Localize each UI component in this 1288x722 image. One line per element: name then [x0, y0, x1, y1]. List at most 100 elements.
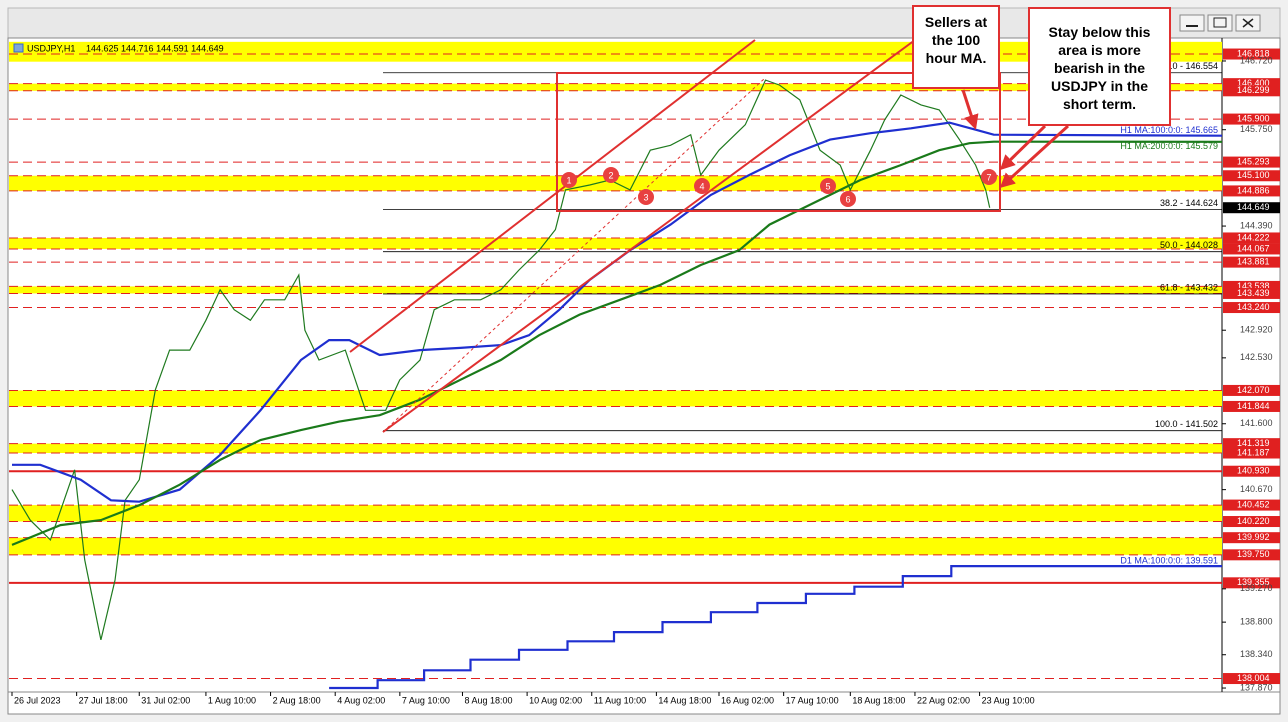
window-controls[interactable]	[1179, 14, 1261, 32]
y-tick-label: 138.800	[1240, 617, 1273, 627]
marker-label: 5	[825, 181, 830, 191]
arrow	[961, 89, 979, 130]
time-axis	[7, 691, 1281, 715]
level-label-bg	[1223, 113, 1280, 125]
level-label-bg	[1223, 516, 1280, 528]
level-label: 146.818	[1237, 48, 1270, 58]
symbol-icon	[13, 43, 24, 53]
fib-label: 100.0 - 141.502	[1155, 419, 1218, 429]
x-tick-label: 22 Aug 02:00	[917, 695, 970, 705]
marker-circle	[981, 169, 997, 185]
level-label-bg	[1223, 156, 1280, 168]
level-label-bg	[1223, 85, 1280, 97]
level-label: 145.293	[1237, 156, 1270, 166]
ohlc: 144.625 144.716 144.591 144.649	[86, 43, 224, 53]
channel-lower	[382, 39, 916, 433]
level-label-bg	[1223, 243, 1280, 255]
current-price: 144.649	[1237, 202, 1270, 212]
support-zone	[9, 286, 1222, 294]
level-label: 140.930	[1237, 466, 1270, 476]
support-zone	[9, 537, 1222, 555]
level-label-bg	[1223, 400, 1280, 412]
level-label: 140.452	[1237, 499, 1270, 509]
marker-circle	[638, 189, 654, 205]
x-tick-label: 11 Aug 10:00	[594, 695, 646, 705]
fib-label: 38.2 - 144.624	[1160, 198, 1218, 208]
marker-label: 7	[986, 172, 991, 182]
level-label-bg	[1223, 78, 1280, 90]
x-tick-label: 1 Aug 10:00	[208, 695, 256, 705]
level-label-bg	[1223, 673, 1280, 685]
level-label-bg	[1223, 232, 1280, 244]
level-label-bg	[1223, 549, 1280, 561]
level-label: 143.439	[1237, 288, 1270, 298]
support-zone	[9, 443, 1222, 454]
level-label-bg	[1223, 532, 1280, 544]
marker-label: 3	[643, 192, 648, 202]
level-label: 146.299	[1237, 85, 1270, 95]
x-tick-label: 14 Aug 18:00	[658, 695, 711, 705]
level-label: 140.220	[1237, 516, 1270, 526]
current-price-bg	[1223, 202, 1280, 214]
level-label-bg	[1223, 447, 1280, 459]
y-tick-label: 142.530	[1240, 352, 1273, 362]
level-label: 144.886	[1237, 185, 1270, 195]
level-label: 141.319	[1237, 438, 1270, 448]
marker-label: 1	[566, 175, 571, 185]
marker-label: 6	[845, 194, 850, 204]
range-box	[556, 72, 1001, 212]
x-tick-label: 4 Aug 02:00	[337, 695, 385, 705]
x-tick-label: 2 Aug 18:00	[273, 695, 321, 705]
y-tick-label: 144.390	[1240, 220, 1273, 230]
level-label-bg	[1223, 256, 1280, 268]
level-label-bg	[1223, 384, 1280, 396]
minimize-button[interactable]	[1179, 14, 1205, 32]
level-label-bg	[1223, 465, 1280, 477]
series-line	[329, 565, 1222, 690]
level-label: 139.355	[1237, 577, 1270, 587]
series-label: H1 MA:200:0:0: 145.579	[1120, 141, 1218, 151]
x-tick-label: 7 Aug 10:00	[402, 695, 450, 705]
x-tick-label: 18 Aug 18:00	[852, 695, 905, 705]
series-line	[12, 121, 1222, 503]
level-label: 139.750	[1237, 549, 1270, 559]
x-tick-label: 10 Aug 02:00	[529, 695, 582, 705]
y-tick-label: 142.920	[1240, 325, 1273, 335]
marker-circle	[694, 178, 710, 194]
close-icon	[1242, 18, 1254, 28]
level-label-bg	[1223, 287, 1280, 299]
marker-circle	[603, 167, 619, 183]
level-label: 141.187	[1237, 447, 1270, 457]
level-label: 143.881	[1237, 257, 1270, 267]
x-tick-label: 27 Jul 18:00	[79, 695, 128, 705]
restore-button[interactable]	[1207, 14, 1233, 32]
level-label: 143.538	[1237, 281, 1270, 291]
level-label-bg	[1223, 280, 1280, 292]
marker-label: 4	[699, 181, 704, 191]
marker-circle	[840, 191, 856, 207]
x-tick-label: 23 Aug 10:00	[982, 695, 1035, 705]
x-tick-label: 16 Aug 02:00	[721, 695, 774, 705]
level-label: 141.844	[1237, 401, 1270, 411]
y-tick-label: 146.720	[1240, 55, 1273, 65]
y-tick-label: 139.270	[1240, 583, 1273, 593]
level-label-bg	[1223, 577, 1280, 589]
level-label-bg	[1223, 438, 1280, 450]
annotation: Sellers at the 100 hour MA.	[912, 5, 1000, 89]
level-label: 144.067	[1237, 243, 1270, 253]
fib-label: 0.0 - 146.554	[1165, 61, 1218, 71]
series-label: H1 MA:100:0:0: 145.665	[1120, 125, 1218, 135]
arrow	[999, 124, 1070, 189]
level-label: 145.100	[1237, 170, 1270, 180]
marker-circle	[561, 172, 577, 188]
level-label: 143.240	[1237, 302, 1270, 312]
fib-connector	[382, 77, 766, 433]
annotation: Stay below this area is more bearish in …	[1028, 7, 1171, 126]
level-label: 139.992	[1237, 532, 1270, 542]
markers: 1 2 3 4 5 6 7	[561, 167, 997, 207]
support-zone	[9, 390, 1222, 407]
support-zone	[9, 237, 1222, 249]
level-label-bg	[1223, 48, 1280, 60]
x-tick-label: 8 Aug 18:00	[464, 695, 512, 705]
